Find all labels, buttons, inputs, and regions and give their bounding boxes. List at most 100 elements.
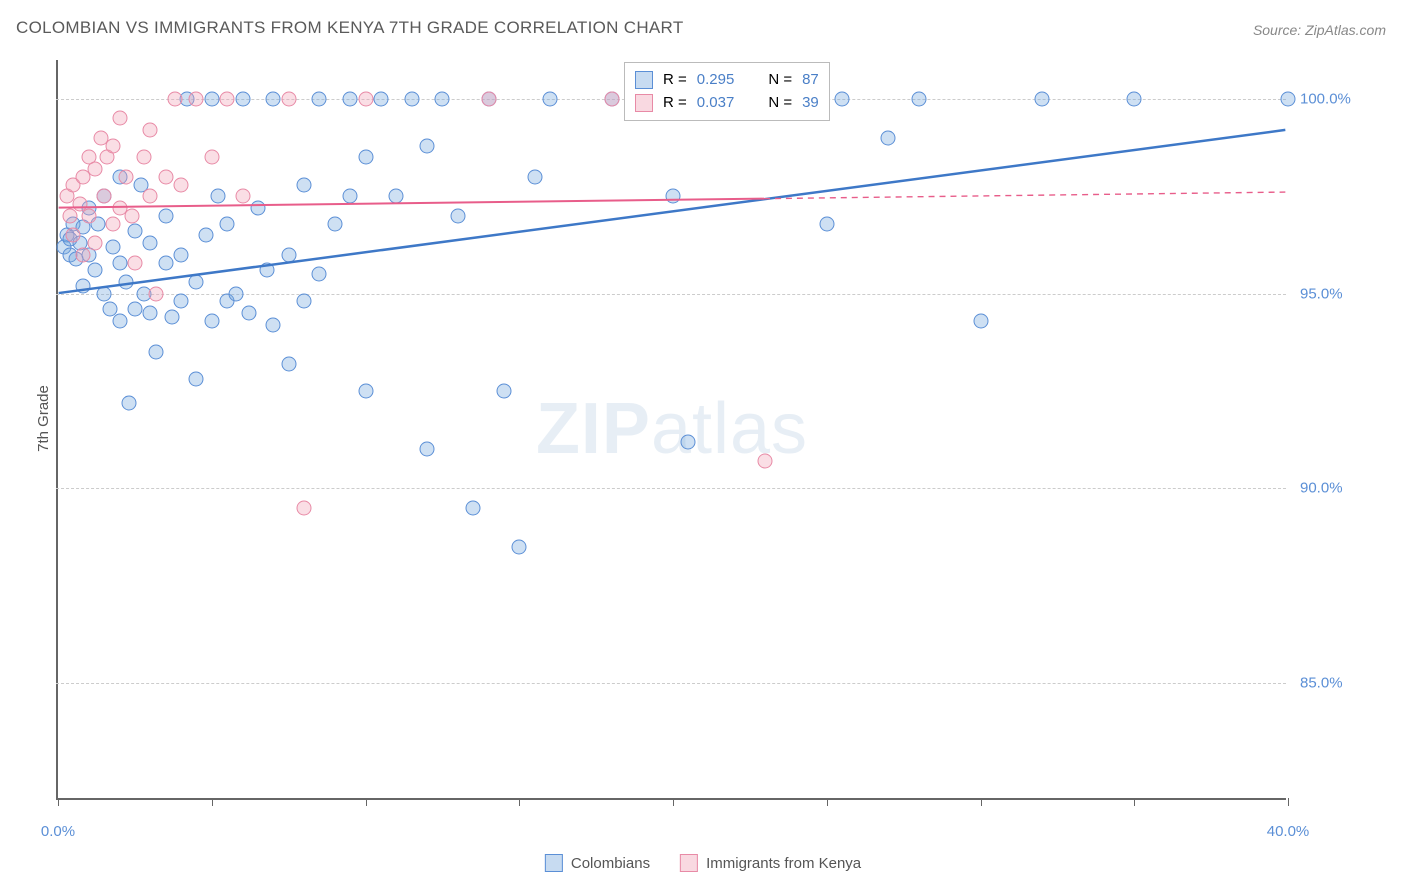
data-point (358, 384, 373, 399)
data-point (281, 91, 296, 106)
legend-n-label: N = (768, 92, 792, 115)
data-point (1035, 91, 1050, 106)
data-point (158, 169, 173, 184)
data-point (75, 278, 90, 293)
data-point (121, 395, 136, 410)
legend-swatch (545, 854, 563, 872)
trend-line-extrapolated (764, 192, 1285, 199)
data-point (174, 294, 189, 309)
y-tick-label: 100.0% (1300, 90, 1351, 107)
data-point (835, 91, 850, 106)
legend-label: Immigrants from Kenya (706, 855, 861, 872)
data-point (312, 91, 327, 106)
x-tick (827, 798, 828, 806)
data-point (666, 189, 681, 204)
legend-n-value: 39 (802, 92, 819, 115)
data-point (1127, 91, 1142, 106)
data-point (106, 138, 121, 153)
legend-row: R = 0.037N = 39 (635, 92, 819, 115)
x-tick (366, 798, 367, 806)
data-point (127, 224, 142, 239)
data-point (343, 91, 358, 106)
x-tick (58, 798, 59, 806)
data-point (118, 275, 133, 290)
data-point (241, 306, 256, 321)
watermark-bold: ZIP (536, 389, 651, 469)
data-point (420, 138, 435, 153)
x-tick-label: 0.0% (41, 823, 75, 840)
legend-n-label: N = (768, 69, 792, 92)
data-point (189, 275, 204, 290)
legend-r-value: 0.295 (697, 69, 735, 92)
data-point (106, 239, 121, 254)
data-point (604, 91, 619, 106)
y-tick-label: 90.0% (1300, 480, 1343, 497)
data-point (1281, 91, 1296, 106)
data-point (229, 286, 244, 301)
data-point (158, 255, 173, 270)
data-point (87, 162, 102, 177)
data-point (97, 189, 112, 204)
data-point (143, 306, 158, 321)
x-tick (981, 798, 982, 806)
data-point (389, 189, 404, 204)
bottom-legend-item: Colombians (545, 854, 650, 872)
data-point (143, 236, 158, 251)
data-point (149, 345, 164, 360)
data-point (297, 294, 312, 309)
data-point (250, 201, 265, 216)
y-tick-label: 95.0% (1300, 285, 1343, 302)
data-point (198, 228, 213, 243)
watermark-light: atlas (651, 389, 808, 469)
data-point (158, 208, 173, 223)
legend-swatch (635, 71, 653, 89)
gridline (56, 488, 1286, 489)
data-point (235, 91, 250, 106)
data-point (174, 177, 189, 192)
data-point (527, 169, 542, 184)
x-tick (673, 798, 674, 806)
legend-r-label: R = (663, 69, 687, 92)
data-point (143, 123, 158, 138)
legend-swatch (635, 94, 653, 112)
data-point (450, 208, 465, 223)
data-point (204, 150, 219, 165)
data-point (512, 539, 527, 554)
data-point (297, 177, 312, 192)
y-axis-label: 7th Grade (35, 385, 52, 452)
data-point (210, 189, 225, 204)
trend-lines-layer (58, 60, 1286, 798)
x-tick (1288, 798, 1289, 806)
bottom-legend: Colombians Immigrants from Kenya (545, 854, 861, 872)
data-point (281, 247, 296, 262)
data-point (189, 91, 204, 106)
x-tick (1134, 798, 1135, 806)
data-point (881, 130, 896, 145)
data-point (297, 500, 312, 515)
x-tick-label: 40.0% (1267, 823, 1310, 840)
x-tick (212, 798, 213, 806)
data-point (87, 263, 102, 278)
data-point (281, 356, 296, 371)
data-point (235, 189, 250, 204)
data-point (681, 434, 696, 449)
data-point (112, 111, 127, 126)
data-point (174, 247, 189, 262)
data-point (343, 189, 358, 204)
data-point (97, 286, 112, 301)
data-point (204, 313, 219, 328)
data-point (312, 267, 327, 282)
data-point (220, 91, 235, 106)
data-point (124, 208, 139, 223)
data-point (912, 91, 927, 106)
data-point (204, 91, 219, 106)
data-point (496, 384, 511, 399)
legend-n-value: 87 (802, 69, 819, 92)
x-tick (519, 798, 520, 806)
data-point (373, 91, 388, 106)
data-point (143, 189, 158, 204)
data-point (481, 91, 496, 106)
data-point (112, 255, 127, 270)
data-point (220, 216, 235, 231)
data-point (112, 313, 127, 328)
